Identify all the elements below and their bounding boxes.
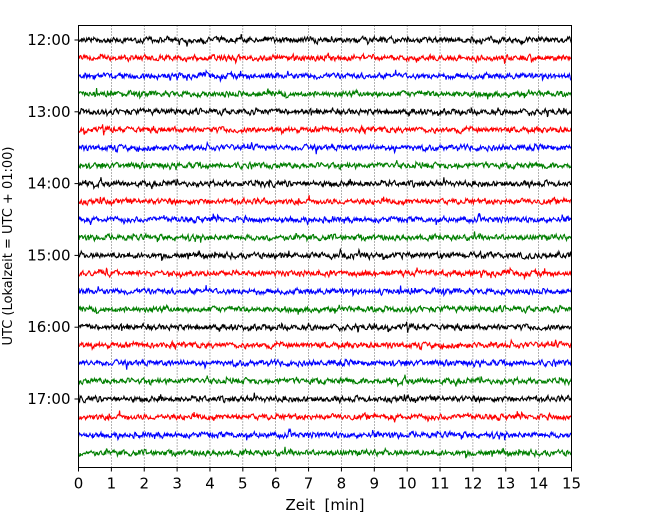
trace-1230: [77, 68, 572, 83]
trace-1445: [77, 231, 572, 243]
trace-1430: [78, 212, 573, 226]
x-tick-label: 14: [529, 475, 548, 493]
trace-1745: [78, 446, 573, 459]
y-tick-label: 15:00: [27, 246, 70, 264]
trace-1730: [77, 428, 573, 442]
trace-1345: [77, 160, 572, 171]
x-tick-label: 7: [304, 475, 314, 493]
trace-1415: [78, 195, 572, 207]
trace-1400: [78, 177, 573, 191]
trace-1500: [77, 247, 572, 262]
trace-1330: [77, 140, 573, 155]
trace-1215: [77, 52, 572, 65]
trace-1600: [77, 321, 572, 333]
x-tick-label: 13: [496, 475, 515, 493]
trace-1645: [78, 374, 572, 388]
y-tick-label: 12:00: [27, 31, 70, 49]
trace-1300: [77, 106, 573, 118]
trace-1615: [78, 338, 572, 352]
y-tick-label: 16:00: [27, 318, 70, 336]
x-tick-label: 5: [238, 475, 248, 493]
y-tick-label: 14:00: [27, 175, 70, 193]
trace-1245: [78, 88, 573, 100]
trace-1200: [78, 34, 573, 47]
x-tick-label: 8: [337, 475, 347, 493]
trace-1545: [77, 303, 573, 315]
y-axis-title: UTC (Lokalzeit = UTC + 01:00): [1, 147, 16, 346]
x-tick-label: 15: [562, 475, 581, 493]
trace-1315: [77, 124, 572, 136]
trace-1630: [77, 358, 573, 370]
x-tick-label: 3: [172, 475, 182, 493]
y-tick-label: 17:00: [27, 390, 70, 408]
x-axis-title: Zeit [min]: [285, 496, 364, 514]
trace-1530: [78, 285, 573, 298]
x-tick-label: 9: [370, 475, 380, 493]
x-tick-label: 4: [205, 475, 215, 493]
trace-1700: [77, 392, 572, 405]
x-tick-label: 11: [430, 475, 449, 493]
x-axis-ticks: 0 1 2 3 4 5 6 7 8 9 10 11 12 13 14 15: [74, 467, 581, 493]
trace-lines: [77, 34, 573, 459]
x-tick-label: 10: [398, 475, 417, 493]
y-tick-label: 13:00: [27, 103, 70, 121]
trace-1515: [78, 266, 573, 281]
x-tick-label: 1: [107, 475, 117, 493]
x-tick-label: 6: [271, 475, 281, 493]
trace-1715: [78, 410, 572, 423]
y-axis-ticks: 12:00 13:00 14:00 15:00 16:00 17:00: [27, 31, 79, 408]
plot-frame: [78, 25, 572, 468]
x-tick-label: 12: [463, 475, 482, 493]
x-tick-label: 0: [74, 475, 84, 493]
x-tick-label: 2: [139, 475, 149, 493]
